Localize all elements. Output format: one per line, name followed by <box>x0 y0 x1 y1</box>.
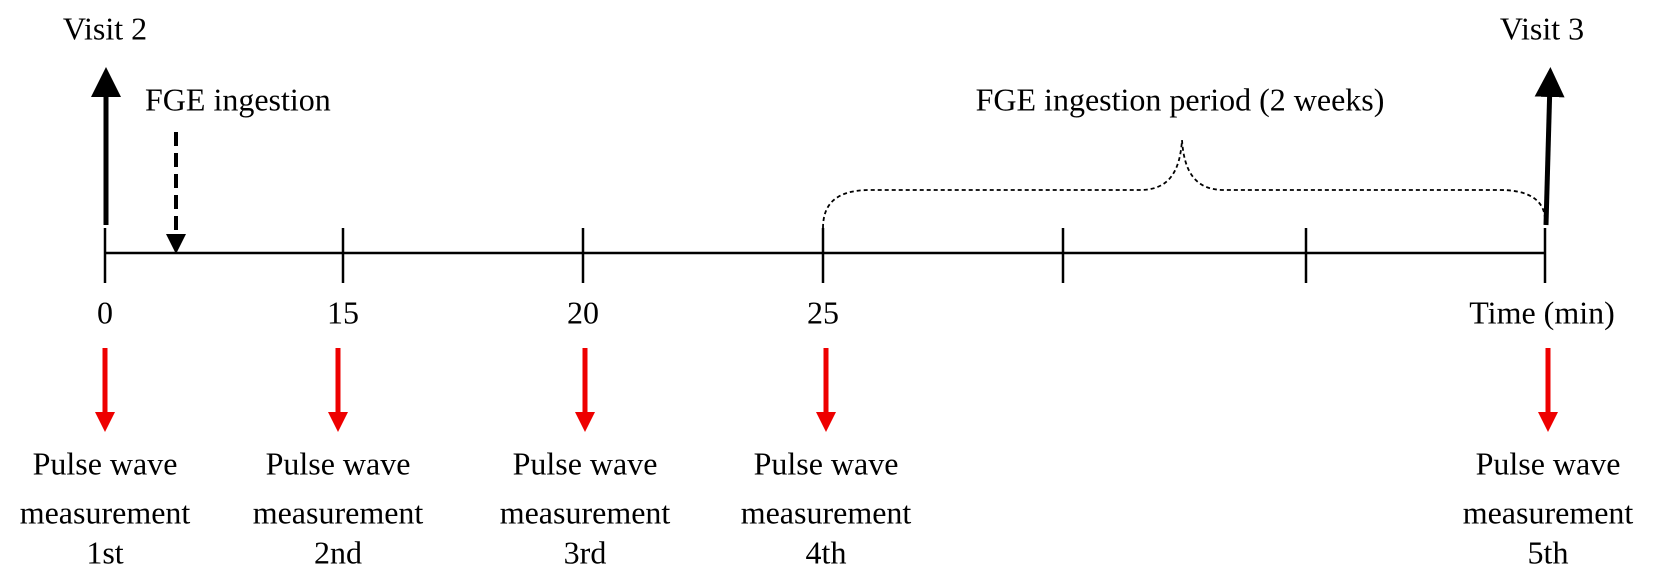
measurement-label: measurement <box>1463 494 1634 530</box>
time-label: 15 <box>327 294 359 330</box>
measurement-label: 5th <box>1528 534 1569 570</box>
period-label: FGE ingestion period (2 weeks) <box>976 81 1385 117</box>
measurement-label: Pulse wave <box>1476 445 1621 481</box>
measurement-label: measurement <box>500 494 671 530</box>
period-brace <box>822 139 1546 229</box>
time-label: 25 <box>807 294 839 330</box>
measurement-arrows <box>95 348 1558 432</box>
visit-label: Visit 3 <box>1500 10 1584 46</box>
timeline-ticks <box>103 228 1547 283</box>
visit-arrow <box>1534 67 1565 226</box>
measurement-label: 3rd <box>564 534 607 570</box>
measurement-label: Pulse wave <box>513 445 658 481</box>
time-label: 0 <box>97 294 113 330</box>
measurement-label: Pulse wave <box>33 445 178 481</box>
measurement-label: Pulse wave <box>266 445 411 481</box>
measurement-label: Pulse wave <box>754 445 899 481</box>
ingestion-label: FGE ingestion <box>145 81 331 117</box>
measurement-label: measurement <box>741 494 912 530</box>
time-label: 20 <box>567 294 599 330</box>
measurement-label: 1st <box>86 534 123 570</box>
measurement-label: measurement <box>253 494 424 530</box>
measurement-label: 2nd <box>314 534 362 570</box>
measurement-label: measurement <box>20 494 191 530</box>
visit-label: Visit 2 <box>63 10 147 46</box>
time-label: Time (min) <box>1469 294 1615 330</box>
measurement-label: 4th <box>806 534 847 570</box>
